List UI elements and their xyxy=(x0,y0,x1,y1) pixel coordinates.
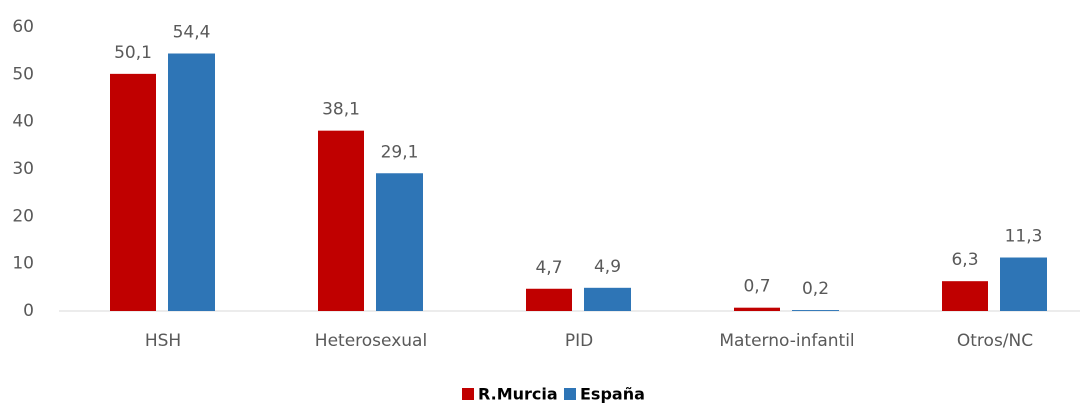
value-label: 38,1 xyxy=(322,100,360,120)
value-label: 0,2 xyxy=(802,279,829,299)
y-tick-label: 60 xyxy=(12,17,34,37)
value-label: 4,7 xyxy=(535,258,562,278)
y-tick-label: 0 xyxy=(23,301,34,321)
y-tick-label: 20 xyxy=(12,206,34,226)
value-label: 6,3 xyxy=(951,250,978,270)
value-label: 54,4 xyxy=(173,23,211,43)
value-label: 4,9 xyxy=(594,257,621,277)
x-tick-label: HSH xyxy=(145,331,181,351)
y-tick-label: 40 xyxy=(12,112,34,132)
bar xyxy=(376,173,423,311)
value-label: 50,1 xyxy=(114,43,152,63)
x-tick-label: PID xyxy=(565,331,593,351)
bar xyxy=(110,73,156,311)
x-tick-label: Otros/NC xyxy=(957,331,1033,351)
y-tick-label: 30 xyxy=(12,159,34,179)
legend-swatch xyxy=(462,388,474,400)
bar xyxy=(734,307,780,311)
value-label: 29,1 xyxy=(381,142,419,162)
y-tick-label: 10 xyxy=(12,254,34,274)
bar xyxy=(584,287,631,311)
bar xyxy=(318,130,364,311)
bar xyxy=(526,288,572,311)
bar xyxy=(942,281,988,311)
y-tick-label: 50 xyxy=(12,64,34,84)
value-label: 11,3 xyxy=(1005,227,1043,247)
x-tick-label: Materno-infantil xyxy=(719,331,854,351)
bar xyxy=(792,310,839,311)
bar xyxy=(168,53,215,312)
legend-label: R.Murcia xyxy=(478,385,558,404)
x-tick-label: Heterosexual xyxy=(315,331,427,351)
legend-swatch xyxy=(564,388,576,400)
bar xyxy=(1000,257,1047,311)
legend-label: España xyxy=(580,385,645,404)
value-label: 0,7 xyxy=(743,277,770,297)
